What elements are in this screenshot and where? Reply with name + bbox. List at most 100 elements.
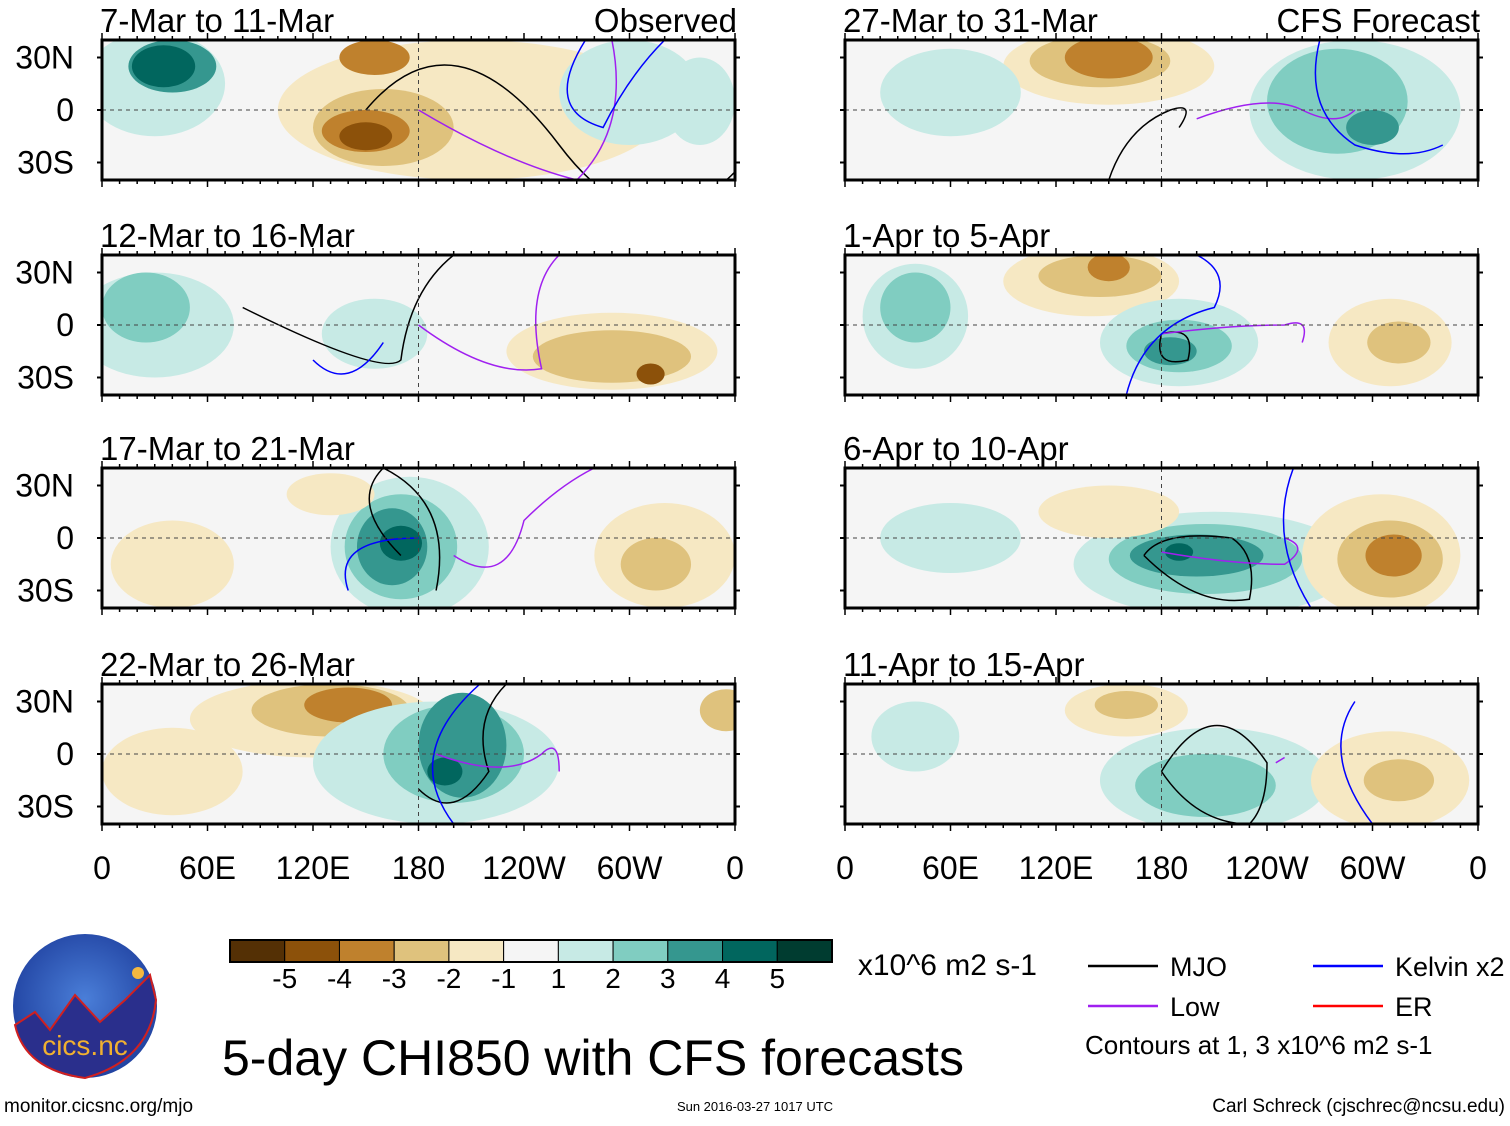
panel-title: 11-Apr to 15-Apr [843,646,1085,683]
lat-label: 30N [15,40,74,76]
colorbar-swatch [229,939,286,963]
map-panel: 6-Apr to 10-Apr [840,430,1483,615]
colorbar: -5 -4 -3 -2 -1 1 2 3 4 5 [229,939,833,994]
lon-label: 180 [1135,850,1188,886]
chi850-anomaly-shading [102,40,735,180]
legend-label: Kelvin x2 [1395,952,1505,982]
panel-title: 7-Mar to 11-Mar [100,2,334,39]
map-panel: 1-Apr to 5-Apr [840,217,1483,402]
anomaly-contour-fill [131,45,196,88]
footer-author: Carl Schreck (cjschrec@ncsu.edu) [1212,1096,1505,1117]
anomaly-contour-fill [110,520,234,608]
lat-label: 30N [15,468,74,504]
anomaly-contour-fill [418,692,507,798]
wave-filtered-contour [1108,107,1187,180]
lat-label: 0 [56,736,74,772]
lat-label: 30S [17,145,74,181]
footer-timestamp: Sun 2016-03-27 1017 UTC [677,1099,833,1114]
wave-filtered-contour [453,468,595,568]
chi850-anomaly-shading [880,40,1461,180]
lon-label: 0 [1469,850,1487,886]
wave-filtered-contour [1161,322,1306,343]
colorbar-units: x10^6 m2 s-1 [858,949,1037,982]
anomaly-contour-fill [1038,485,1180,538]
lon-label: 0 [836,850,854,886]
lon-label: 60W [1340,850,1407,886]
legend-label: MJO [1170,952,1227,982]
figure-title: 5-day CHI850 with CFS forecasts [222,1030,964,1086]
colorbar-swatch [667,939,724,963]
lat-label: 30S [17,360,74,396]
map-panel: 7-Mar to 11-Mar Observed 30N 0 30S [15,2,740,187]
anomaly-contour-fill [339,122,393,151]
chi850-anomaly-shading [110,468,735,608]
map-panel: 22-Mar to 26-Mar 30N 0 30S 0 60E 120E 180 120W 60… [15,646,744,886]
wave-filtered-contour [365,64,735,180]
colorbar-label: -2 [436,963,461,994]
wave-filtered-contour [242,255,455,365]
anomaly-contour-fill [286,473,375,516]
colorbar-swatch [448,939,505,963]
anomaly-contour-fill [1094,691,1158,719]
anomaly-contour-fill [1143,337,1197,366]
lat-label: 30S [17,573,74,609]
lon-label: 120E [1019,850,1094,886]
wave-filtered-contour [1161,537,1299,566]
colorbar-label: 4 [715,963,731,994]
anomaly-contour-fill [620,538,692,591]
anomaly-contour-fill [1365,534,1422,577]
lon-label: 120E [276,850,351,886]
map-panel: 11-Apr to 15-Apr 0 60E 120E 180 120W 60W 0 [836,646,1487,886]
colorbar-swatch [776,939,833,963]
anomaly-contour-fill [1367,321,1431,364]
colorbar-swatch [612,939,669,963]
lat-label: 0 [56,307,74,343]
footer-url[interactable]: monitor.cicsnc.org/mjo [4,1096,193,1117]
legend-label: ER [1395,992,1433,1022]
cicsnc-logo: cics.nc [13,934,158,1080]
colorbar-swatch [722,939,778,963]
wave-filtered-contour [1282,468,1312,608]
wave-filtered-contour [1125,255,1221,395]
lat-label: 0 [56,92,74,128]
anomaly-contour-fill [880,48,1021,137]
lat-label: 0 [56,520,74,556]
anomaly-contour-fill [880,272,951,343]
colorbar-swatch [557,939,614,963]
wave-filtered-contour [1275,756,1285,764]
wave-filtered-contour [435,747,560,772]
anomaly-contour-fill [532,330,692,383]
lon-label: 120W [1225,850,1309,886]
chi850-anomaly-shading [102,684,735,824]
wave-filtered-contour [1196,102,1356,120]
panel-title: 6-Apr to 10-Apr [843,430,1069,467]
wave-filtered-contour [1340,701,1374,824]
colorbar-label: -1 [491,963,516,994]
colorbar-label: -3 [382,963,407,994]
wave-filtered-contour [344,537,419,591]
anomaly-contour-fill [1135,754,1276,817]
colorbar-swatch [503,939,559,963]
chi850-anomaly-shading [862,255,1452,395]
panel-source-label: CFS Forecast [1276,2,1480,39]
colorbar-label: 1 [551,963,567,994]
lon-label: 0 [93,850,111,886]
anomaly-contour-fill [379,525,423,561]
wave-filtered-contour [312,342,384,375]
wave-filtered-contour [418,255,560,371]
contours-note: Contours at 1, 3 x10^6 m2 s-1 [1085,1030,1432,1060]
lon-label: 60E [922,850,979,886]
colorbar-swatch [393,939,450,963]
lat-label: 30N [15,684,74,720]
anomaly-contour-fill [871,701,960,772]
anomaly-contour-fill [1064,40,1153,79]
anomaly-contour-fill [636,363,665,385]
lon-label: 120W [482,850,566,886]
anomaly-contour-fill [1165,543,1194,561]
anomaly-contour-fill [321,298,428,369]
colorbar-frame [229,939,833,963]
chi850-anomaly-shading [880,468,1461,608]
anomaly-contour-fill [1129,534,1264,577]
anomaly-contour-fill [427,757,463,786]
legend: MJO Kelvin x2 Low ER [1088,952,1505,1022]
